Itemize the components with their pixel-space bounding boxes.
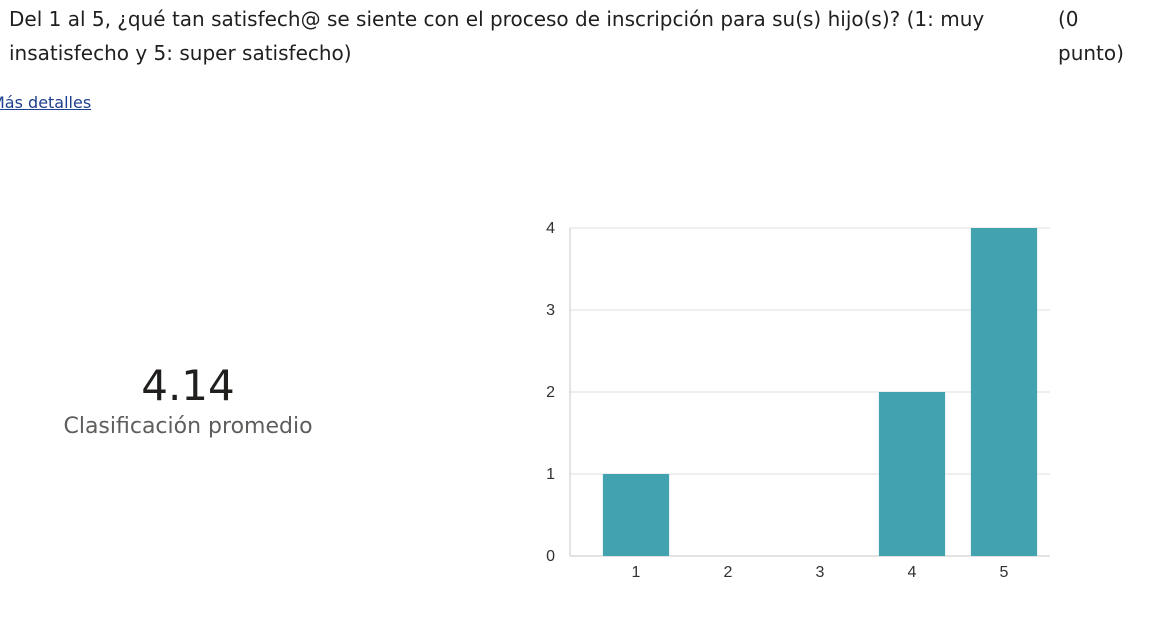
average-rating-summary: 4.14 Clasificación promedio (40, 360, 336, 442)
bar-rating-1 (602, 474, 670, 556)
average-rating-label: Clasificación promedio (63, 414, 313, 439)
x-tick-label: 4 (908, 564, 917, 581)
x-tick-label: 3 (816, 564, 825, 581)
x-tick-label: 2 (724, 564, 733, 581)
rating-bar-chart: 0 1 2 3 4 1 2 3 4 5 (546, 220, 1050, 581)
y-tick-label: 3 (546, 302, 555, 319)
y-tick-label: 2 (546, 384, 555, 401)
x-tick-label: 5 (1000, 564, 1009, 581)
y-tick-label: 1 (546, 466, 555, 483)
bar-rating-4 (878, 392, 946, 556)
bar-rating-5 (970, 228, 1038, 556)
question-points: (0 punto) (1058, 7, 1124, 65)
question-text: Del 1 al 5, ¿qué tan satisfech@ se sient… (9, 7, 985, 65)
y-tick-label: 0 (546, 548, 555, 565)
more-details-link[interactable]: Más detalles (0, 93, 92, 112)
average-rating-value: 4.14 (141, 361, 235, 410)
y-tick-label: 4 (546, 220, 555, 237)
x-tick-label: 1 (632, 564, 641, 581)
